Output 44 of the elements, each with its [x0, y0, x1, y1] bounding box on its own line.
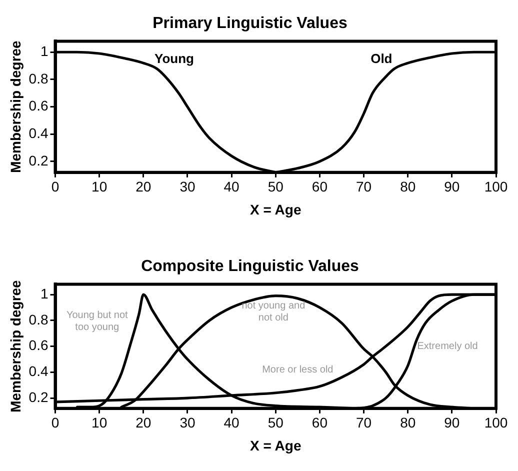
x-tick-label: 100 [484, 178, 508, 195]
x-tick-label: 80 [400, 178, 416, 195]
y-tick-label: 0.6 [28, 337, 48, 354]
series-label: Young but not too young [66, 310, 128, 334]
x-tick-label: 90 [444, 178, 460, 195]
y-tick-label: 1 [40, 42, 48, 59]
x-tick-label: 30 [180, 414, 196, 431]
x-axis-title: X = Age [250, 201, 302, 218]
x-tick-label: 70 [356, 178, 372, 195]
series-label: Young [154, 51, 194, 66]
series-label: not young and not old [242, 300, 306, 324]
y-tick-label: 1 [40, 285, 48, 302]
x-tick-label: 30 [180, 178, 196, 195]
series-label: Extremely old [417, 341, 478, 352]
y-axis-title: Membership degree [7, 40, 24, 173]
chart-title: Primary Linguistic Values [152, 15, 348, 32]
x-tick-label: 50 [268, 414, 284, 431]
y-tick-label: 0.2 [28, 152, 48, 168]
series-label: More or less old [262, 364, 334, 376]
y-axis-title: Membership degree [7, 280, 24, 412]
chart-title: Composite Linguistic Values [141, 258, 360, 276]
x-tick-label: 10 [92, 414, 108, 431]
y-tick-label: 0.2 [28, 388, 48, 405]
series-label: Old [370, 51, 392, 66]
x-tick-label: 40 [224, 414, 240, 431]
x-tick-label: 0 [51, 178, 60, 195]
x-tick-label: 10 [92, 178, 108, 195]
y-tick-label: 0.4 [28, 363, 48, 380]
x-tick-label: 80 [400, 414, 416, 431]
y-tick-label: 0.6 [28, 98, 48, 114]
x-tick-label: 70 [356, 414, 372, 431]
y-tick-label: 0.8 [28, 70, 48, 86]
x-axis-title: X = Age [250, 437, 302, 454]
x-tick-label: 60 [312, 414, 328, 431]
x-tick-label: 0 [51, 414, 60, 431]
x-tick-label: 20 [136, 178, 152, 195]
x-tick-label: 40 [224, 178, 240, 195]
x-tick-label: 100 [484, 414, 508, 431]
x-tick-label: 90 [444, 414, 460, 431]
y-tick-label: 0.4 [28, 124, 48, 141]
x-tick-label: 60 [312, 178, 328, 195]
x-tick-label: 50 [268, 178, 284, 195]
y-tick-label: 0.8 [28, 311, 48, 328]
x-tick-label: 20 [136, 414, 152, 431]
